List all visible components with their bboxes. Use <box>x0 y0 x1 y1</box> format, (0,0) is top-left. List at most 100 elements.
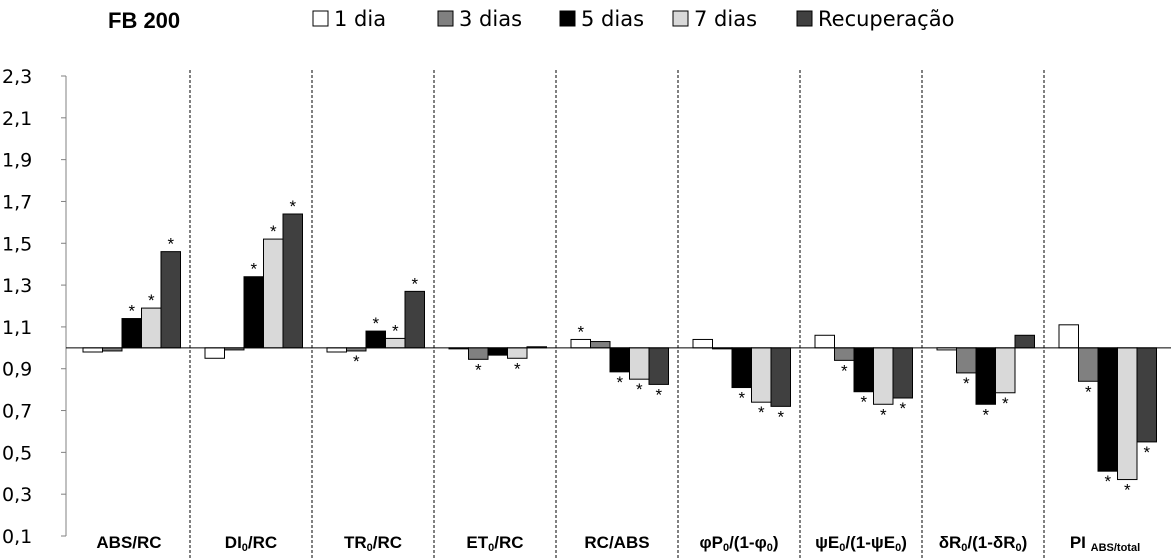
category-label: ABS/RC <box>96 533 161 552</box>
bars <box>82 213 1157 481</box>
significance-mark: * <box>655 385 662 404</box>
y-tick-label: 1,3 <box>2 275 32 297</box>
significance-mark: * <box>411 274 418 293</box>
y-tick-label: 1,5 <box>2 233 32 255</box>
significance-mark: * <box>860 393 867 412</box>
significance-mark: * <box>841 361 848 380</box>
bar <box>995 347 1016 394</box>
y-tick-label: 1,7 <box>2 191 32 213</box>
bar <box>1058 324 1079 349</box>
bar <box>956 347 977 374</box>
y-tick-label: 0,1 <box>2 526 32 548</box>
significance-mark: * <box>963 374 970 393</box>
significance-mark: * <box>392 321 399 340</box>
significance-mark: * <box>899 399 906 418</box>
significance-mark: * <box>758 403 765 422</box>
category-label: φP0/(1-φ0) <box>699 533 778 554</box>
significance-mark: * <box>982 405 989 424</box>
category-label: δR0/(1-δR0) <box>939 533 1028 554</box>
bar <box>141 307 162 349</box>
significance-marks: * * * * * * * * * * * * * * * * * * * * * * * * * * * * * * <box>128 197 1150 500</box>
bar <box>975 347 996 405</box>
bar <box>121 318 142 349</box>
significance-mark: * <box>289 197 296 216</box>
bar <box>1097 347 1118 472</box>
legend-swatch-4 <box>672 10 689 27</box>
category-label: ET0/RC <box>466 533 523 554</box>
bar <box>731 347 752 389</box>
significance-mark: * <box>1085 382 1092 401</box>
bar <box>751 347 772 403</box>
significance-mark: * <box>475 360 482 379</box>
bar <box>487 347 508 356</box>
bar <box>873 347 894 405</box>
bar <box>1136 347 1157 443</box>
significance-mark: * <box>250 260 257 279</box>
bar <box>692 338 713 349</box>
bar <box>590 341 611 349</box>
y-tick-label: 0,5 <box>2 442 32 464</box>
bar <box>468 347 489 360</box>
y-tick-label: 0,7 <box>2 401 32 423</box>
bar <box>404 290 425 349</box>
significance-mark: * <box>636 380 643 399</box>
legend-swatch-2 <box>437 10 454 27</box>
bar <box>648 347 669 385</box>
significance-mark: * <box>1002 394 1009 413</box>
significance-mark: * <box>616 373 623 392</box>
significance-mark: * <box>1143 443 1150 462</box>
bar <box>160 251 181 349</box>
bar <box>507 347 528 359</box>
category-separators <box>189 70 1045 559</box>
significance-mark: * <box>577 322 584 341</box>
category-label: ψE0/(1-ψE0) <box>815 533 907 554</box>
bar <box>1014 334 1035 349</box>
bar <box>892 347 913 399</box>
legend-swatch-5 <box>796 10 813 27</box>
significance-mark: * <box>1104 472 1111 491</box>
significance-mark: * <box>777 407 784 426</box>
significance-mark: * <box>167 235 174 254</box>
category-label: RC/ABS <box>584 533 649 552</box>
y-axis: 0,1 0,3 0,5 0,7 0,9 1,1 1,3 1,5 1,7 1,9 2,1 2,3 <box>2 66 67 548</box>
bar <box>282 213 303 349</box>
y-tick-label: 0,3 <box>2 484 32 506</box>
significance-mark: * <box>148 291 155 310</box>
category-labels: ABS/RC DI0/RC TR0/RC ET0/RC RC/ABS φP0/(1-φ0)… <box>96 533 1140 554</box>
y-tick-label: 1,9 <box>2 150 32 172</box>
significance-mark: * <box>128 302 135 321</box>
y-tick-label: 2,3 <box>2 66 32 88</box>
bar <box>853 347 874 393</box>
bar <box>1117 347 1138 481</box>
bar <box>770 347 791 407</box>
legend-label-3: 5 dias <box>581 7 644 31</box>
bar <box>814 334 835 349</box>
significance-mark: * <box>738 389 745 408</box>
significance-mark: * <box>880 405 887 424</box>
bar <box>1078 347 1099 382</box>
legend-label-2: 3 dias <box>459 7 522 31</box>
legend-swatch-1 <box>312 10 329 27</box>
category-label: TR0/RC <box>344 533 402 554</box>
bar <box>365 330 386 349</box>
bar <box>629 347 650 380</box>
chart-title: FB 200 <box>108 8 180 33</box>
legend-label-5: Recuperação <box>818 7 954 31</box>
significance-mark: * <box>353 352 360 371</box>
bar <box>263 238 284 349</box>
bar <box>609 347 630 373</box>
legend-swatch-3 <box>559 10 576 27</box>
significance-mark: * <box>514 359 521 378</box>
significance-mark: * <box>270 222 277 241</box>
bar <box>204 347 225 359</box>
legend-label-1: 1 dia <box>334 7 386 31</box>
category-label: DI0/RC <box>225 533 277 554</box>
bar <box>82 347 103 353</box>
legend: 1 dia 3 dias 5 dias 7 dias Recuperação <box>312 7 954 31</box>
y-tick-label: 1,1 <box>2 317 32 339</box>
legend-label-4: 7 dias <box>694 7 757 31</box>
y-tick-label: 0,9 <box>2 359 32 381</box>
significance-mark: * <box>1124 481 1131 500</box>
bar <box>326 347 347 353</box>
